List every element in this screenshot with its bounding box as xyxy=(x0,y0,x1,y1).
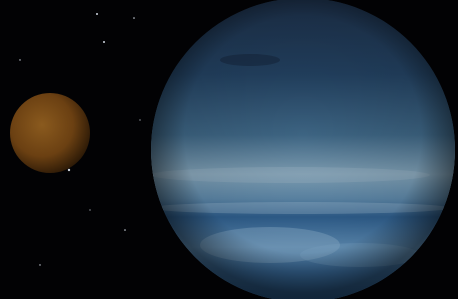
space-scene xyxy=(0,0,458,299)
small-planet xyxy=(10,93,90,173)
large-planet xyxy=(150,0,456,299)
page: {} xyxy=(0,0,458,299)
